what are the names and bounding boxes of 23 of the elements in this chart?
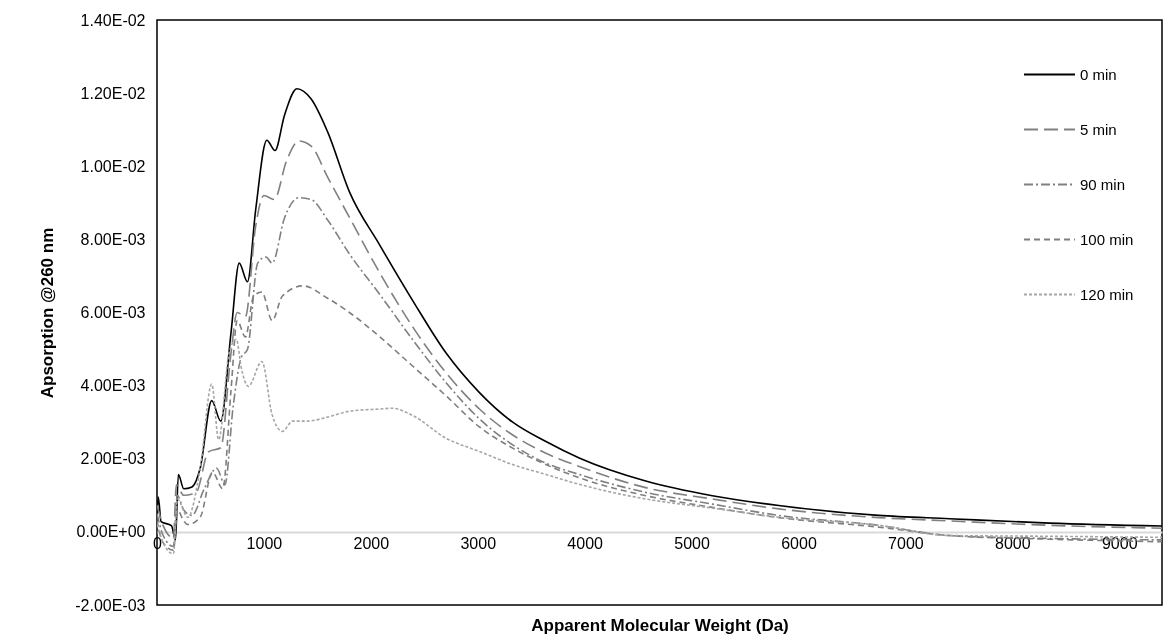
y-tick-label: 1.00E-02 [80, 157, 146, 175]
x-tick-label: 2000 [353, 535, 390, 553]
x-tick-label: 7000 [888, 535, 924, 553]
x-tick-label: 6000 [781, 535, 817, 553]
y-axis-title: Apsorption @260 nm [38, 227, 58, 399]
x-tick-label: 4000 [567, 535, 604, 553]
legend-label: 100 min [1080, 230, 1134, 248]
y-tick-label: -2.00E-03 [75, 596, 146, 614]
x-tick-label: 1000 [246, 535, 283, 553]
x-tick-label: 5000 [674, 535, 710, 553]
y-tick-label: 2.00E-03 [80, 450, 146, 468]
y-tick-label: 0.00E+00 [76, 523, 146, 541]
x-axis-title: Apparent Molecular Weight (Da) [531, 615, 789, 635]
y-tick-label: 1.40E-02 [80, 11, 146, 29]
y-tick-label: 4.00E-03 [80, 377, 146, 395]
legend-label: 5 min [1080, 120, 1117, 138]
y-tick-label: 8.00E-03 [80, 230, 146, 248]
y-tick-label: 6.00E-03 [80, 304, 146, 321]
x-tick-label: 3000 [460, 535, 497, 553]
legend-label: 120 min [1080, 285, 1134, 303]
legend-label: 90 min [1080, 175, 1126, 193]
legend-label: 0 min [1080, 65, 1117, 83]
y-tick-label: 1.20E-02 [80, 84, 146, 102]
